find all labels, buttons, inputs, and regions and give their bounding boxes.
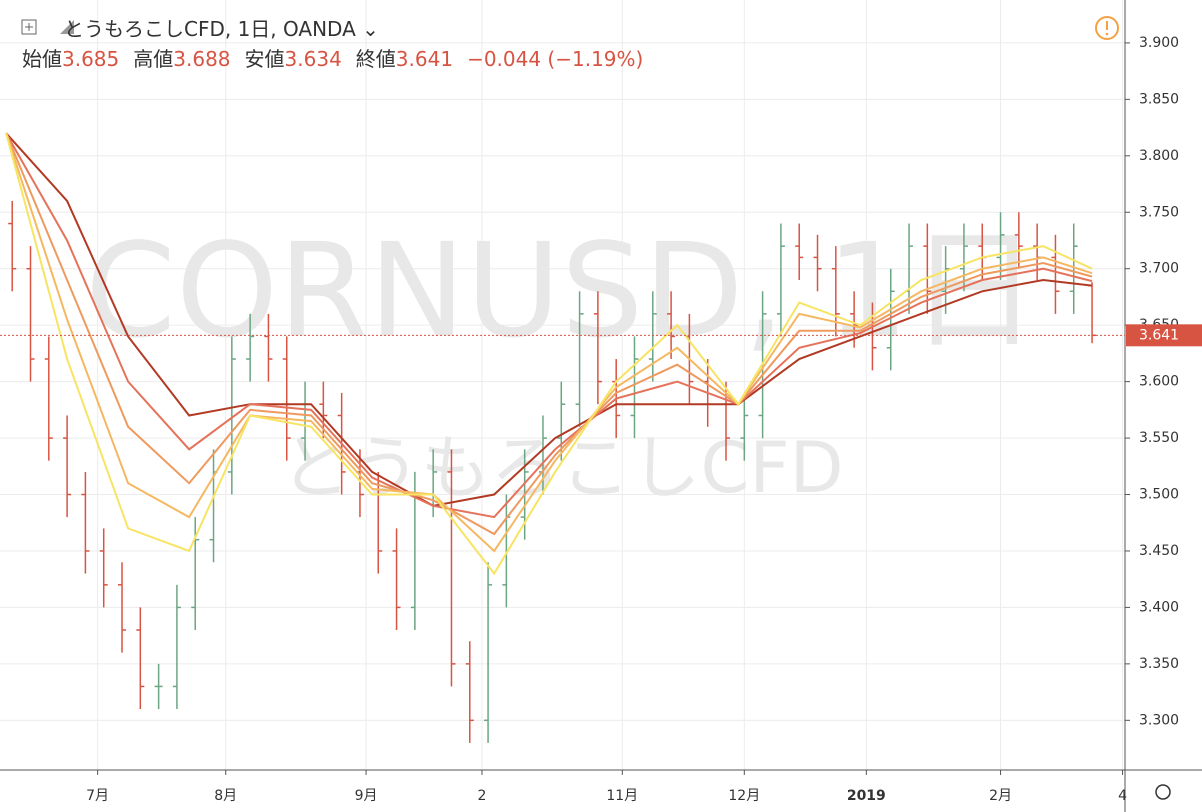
last-price-label: 3.641 [1139,327,1179,343]
last-price-box [1126,324,1202,347]
x-tick-label: 2019 [847,788,886,804]
moving-average-line [5,132,1093,519]
ohlc-values: 始値3.685 高値3.688 安値3.634 終値3.641 −0.044 (−1.1… [22,44,657,74]
y-tick-label: 3.300 [1139,712,1179,728]
legend-label: 安値 [244,47,285,71]
symbol-icon [60,20,74,34]
moving-average-line [5,132,1093,553]
y-tick-label: 3.900 [1139,35,1179,51]
settings-icon[interactable] [1155,784,1171,800]
y-tick-label: 3.800 [1139,148,1179,164]
y-tick-label: 3.450 [1139,543,1179,559]
x-tick-label: 12月 [728,788,760,804]
title: とうもろこしCFD, 1日, OANDA [64,17,356,41]
y-tick-label: 3.850 [1139,91,1179,107]
legend-label: 終値 [355,47,396,71]
y-tick-label: 3.750 [1139,204,1179,220]
x-tick-label: 9月 [355,788,378,804]
y-tick-label: 3.550 [1139,430,1179,446]
x-tick-label: 2月 [989,788,1012,804]
y-tick-label: 3.400 [1139,599,1179,615]
moving-average-line [5,132,1093,576]
legend-value: 3.688 [173,47,231,71]
alert-icon[interactable] [1095,16,1119,40]
y-tick-label: 3.600 [1139,374,1179,390]
legend-value: 3.685 [62,47,120,71]
moving-average-line [5,132,1093,536]
legend-label: 高値 [133,47,174,71]
y-tick-label: 3.350 [1139,656,1179,672]
moving-average-line [5,132,1093,507]
x-tick-label: 7月 [86,788,109,804]
legend: とうもろこしCFD, 1日, OANDA ⌄ 始値3.685 高値3.688 安値3… [22,14,657,74]
x-tick-label: 4 [1118,788,1127,804]
legend-value: 3.641 [395,47,454,71]
x-tick-label: 8月 [214,788,237,804]
watermark: CORNUSD, 1日 [85,215,1039,367]
y-tick-label: 3.500 [1139,487,1179,503]
change: −0.044 (−1.19%) [467,47,644,71]
x-tick-label: 11月 [606,788,638,804]
y-tick-label: 3.700 [1139,261,1179,277]
legend-value: 3.634 [284,47,342,71]
collapse-icon[interactable] [21,19,37,35]
alert-icon [1105,32,1109,36]
x-tick-label: 2 [478,788,487,804]
legend-label: 始値 [22,47,62,71]
symbol-title: とうもろこしCFD, 1日, OANDA ⌄ [64,17,379,41]
